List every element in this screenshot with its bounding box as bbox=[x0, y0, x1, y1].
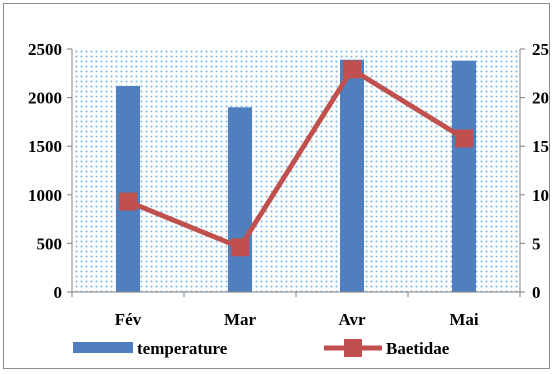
axes bbox=[67, 48, 525, 297]
y-left-tick-label-3: 1500 bbox=[28, 137, 62, 156]
y-right-tick-label-2: 10 bbox=[532, 186, 549, 205]
legend: temperature Baetidae bbox=[73, 339, 450, 358]
plot-background bbox=[72, 49, 520, 292]
bar-2 bbox=[340, 59, 364, 292]
y-right-tick-label-0: 0 bbox=[532, 283, 541, 302]
baetidae-marker-0 bbox=[119, 192, 137, 211]
bar-1 bbox=[228, 107, 252, 292]
baetidae-marker-1 bbox=[231, 238, 249, 257]
x-tick-label-1: Mar bbox=[224, 310, 257, 329]
y-right-tick-label-4: 20 bbox=[532, 89, 549, 108]
legend-swatch-temperature bbox=[73, 342, 133, 353]
y-right-tick-label-3: 15 bbox=[532, 137, 549, 156]
bar-series bbox=[116, 59, 476, 292]
y-right-tick-label-5: 25 bbox=[532, 40, 549, 59]
line-series bbox=[119, 60, 473, 257]
baetidae-marker-3 bbox=[455, 129, 473, 148]
y-left-tick-label-4: 2000 bbox=[28, 89, 62, 108]
x-tick-label-3: Mai bbox=[449, 310, 479, 329]
legend-label-baetidae: Baetidae bbox=[386, 339, 450, 358]
legend-label-temperature: temperature bbox=[137, 339, 228, 358]
baetidae-line bbox=[127, 66, 466, 250]
x-tick-label-0: Fév bbox=[115, 310, 142, 329]
tick-labels: 0 500 1000 1500 2000 2500 0 5 10 15 20 25 Fév Mar Avr M… bbox=[28, 40, 549, 329]
bar-3 bbox=[452, 60, 476, 292]
y-left-tick-label-1: 500 bbox=[37, 234, 63, 253]
y-left-tick-label-5: 2500 bbox=[28, 40, 62, 59]
x-tick-label-2: Avr bbox=[338, 310, 366, 329]
y-right-tick-label-1: 5 bbox=[532, 234, 541, 253]
y-left-tick-label-0: 0 bbox=[54, 283, 63, 302]
bar-0 bbox=[116, 85, 140, 292]
y-left-tick-label-2: 1000 bbox=[28, 186, 62, 205]
baetidae-marker-2 bbox=[343, 60, 361, 79]
plot-area bbox=[72, 49, 520, 292]
legend-marker-baetidae bbox=[344, 339, 362, 357]
